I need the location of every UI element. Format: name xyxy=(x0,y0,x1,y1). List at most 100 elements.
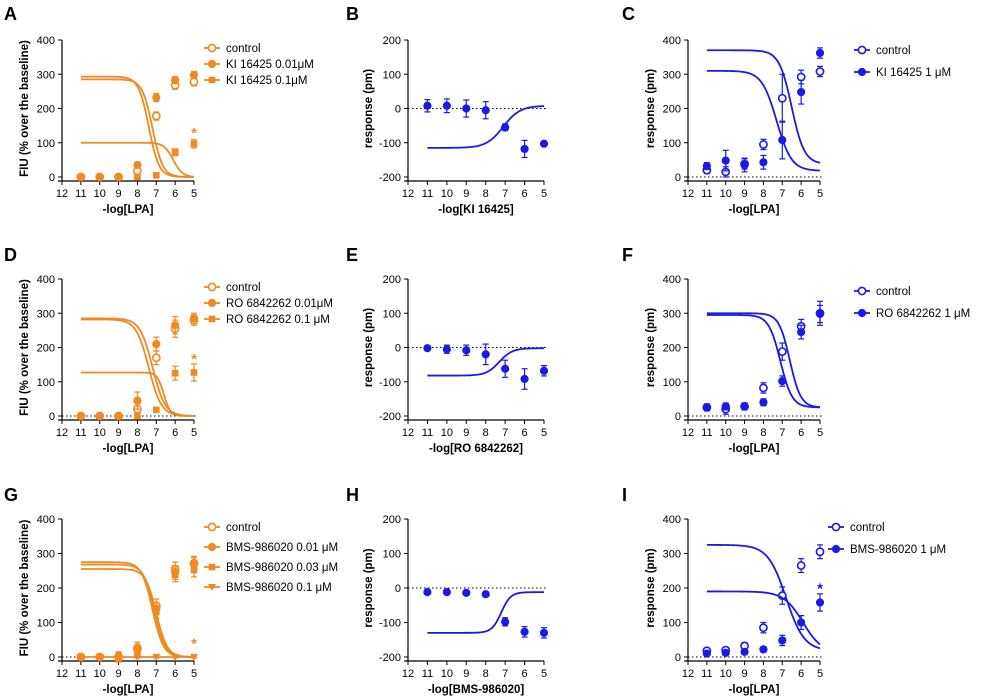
x-tick-label: 6 xyxy=(172,668,178,680)
y-tick-label: 0 xyxy=(395,583,401,595)
x-axis-title: -log[RO 6842262] xyxy=(429,443,523,455)
y-axis-title: FIU (% over the baseline) xyxy=(19,40,31,177)
fit-curve xyxy=(427,347,545,377)
x-tick-label: 9 xyxy=(116,668,122,680)
legend-marker xyxy=(207,282,217,292)
data-point xyxy=(740,160,749,170)
legend: control KI 16425 1 μM xyxy=(854,45,951,79)
x-tick-label: 11 xyxy=(75,427,86,439)
data-point xyxy=(152,339,161,349)
x-tick-label: 6 xyxy=(172,427,178,439)
series-ki-16425-0-1-m xyxy=(77,139,198,181)
data-point xyxy=(442,345,451,354)
legend-marker xyxy=(207,298,217,308)
legend-label: control xyxy=(850,522,885,534)
legend-marker xyxy=(207,59,217,69)
y-tick-label: 100 xyxy=(37,377,55,389)
y-tick-label: 0 xyxy=(49,172,55,184)
data-point xyxy=(797,618,806,627)
x-tick-label: 5 xyxy=(817,427,823,439)
y-tick-label: 300 xyxy=(663,308,681,320)
data-point xyxy=(539,628,549,637)
data-point xyxy=(740,647,749,656)
data-point xyxy=(501,123,510,132)
panel-letter: D xyxy=(4,245,17,265)
data-point xyxy=(759,140,768,149)
y-tick-label: 100 xyxy=(383,549,401,561)
x-tick-label: 8 xyxy=(134,668,140,680)
data-point xyxy=(442,101,451,110)
y-tick-label: 100 xyxy=(663,377,681,389)
x-tick-label: 7 xyxy=(779,188,785,200)
legend-label: BMS-986020 0.01 μM xyxy=(226,542,338,554)
data-point xyxy=(462,588,471,597)
legend: control RO 6842262 0.01μM RO 6842262 0.1 μ… xyxy=(204,282,333,326)
x-tick-label: 10 xyxy=(94,427,106,439)
data-point xyxy=(423,344,432,353)
legend-marker xyxy=(208,76,216,84)
data-point xyxy=(133,654,142,661)
series-ro-6842262-1-m xyxy=(702,304,825,412)
data-point xyxy=(759,398,768,407)
x-tick-label: 5 xyxy=(541,188,547,200)
x-tick-label: 8 xyxy=(134,427,140,439)
legend-label: control xyxy=(226,43,261,55)
series-ro-6842262-0-01-m xyxy=(76,312,199,421)
y-axis-title: response (pm) xyxy=(363,69,375,148)
series-ki-16425 xyxy=(423,98,549,159)
x-tick-label: 9 xyxy=(742,188,748,200)
panel-letter: A xyxy=(4,4,17,24)
data-point xyxy=(171,369,179,377)
y-tick-label: 200 xyxy=(663,583,681,595)
x-tick-label: 12 xyxy=(402,188,414,200)
series-ki-16425-1-m xyxy=(702,47,825,173)
data-point xyxy=(797,327,806,337)
x-tick-label: 11 xyxy=(75,668,86,680)
x-tick-label: 10 xyxy=(441,427,453,439)
x-tick-label: 6 xyxy=(172,188,178,200)
x-tick-label: 6 xyxy=(798,427,804,439)
legend-label: RO 6842262 0.1 μM xyxy=(226,314,330,326)
x-tick-label: 11 xyxy=(422,188,433,200)
legend-label: RO 6842262 1 μM xyxy=(876,308,970,320)
x-tick-label: 8 xyxy=(760,668,766,680)
legend-marker xyxy=(857,286,867,296)
data-point xyxy=(778,376,787,386)
x-tick-label: 10 xyxy=(94,188,106,200)
y-tick-label: 0 xyxy=(675,411,681,423)
legend-marker xyxy=(831,544,841,554)
y-tick-label: -200 xyxy=(379,411,401,423)
data-point xyxy=(777,93,787,103)
x-tick-label: 10 xyxy=(720,668,732,680)
y-tick-label: -100 xyxy=(379,138,401,150)
y-tick-label: 200 xyxy=(663,343,681,355)
data-point xyxy=(96,173,104,181)
data-point xyxy=(702,161,711,171)
series-bms-986020-1-m xyxy=(702,590,825,658)
y-tick-label: 200 xyxy=(37,104,55,116)
x-tick-label: 8 xyxy=(483,188,489,200)
legend-marker xyxy=(857,67,867,77)
data-point xyxy=(133,396,142,405)
data-point xyxy=(501,617,510,626)
legend-label: KI 16425 0.01μM xyxy=(226,59,314,71)
data-point xyxy=(77,412,85,420)
data-point xyxy=(134,647,141,655)
data-point xyxy=(462,104,471,113)
legend-label: RO 6842262 0.01μM xyxy=(226,298,333,310)
significance-asterisk: * xyxy=(817,580,823,597)
x-tick-label: 6 xyxy=(522,668,528,680)
fit-curve xyxy=(706,312,821,408)
panel-letter: G xyxy=(4,485,18,505)
x-tick-label: 12 xyxy=(56,668,68,680)
data-point xyxy=(759,645,768,654)
x-tick-label: 11 xyxy=(701,188,712,200)
y-tick-label: 400 xyxy=(663,35,681,47)
data-point xyxy=(96,412,104,420)
data-point xyxy=(759,383,768,393)
data-point xyxy=(171,149,179,156)
x-axis-title: -log[LPA] xyxy=(103,684,154,696)
y-tick-label: 100 xyxy=(37,618,55,630)
x-tick-label: 5 xyxy=(817,668,823,680)
fit-curve xyxy=(706,49,821,164)
